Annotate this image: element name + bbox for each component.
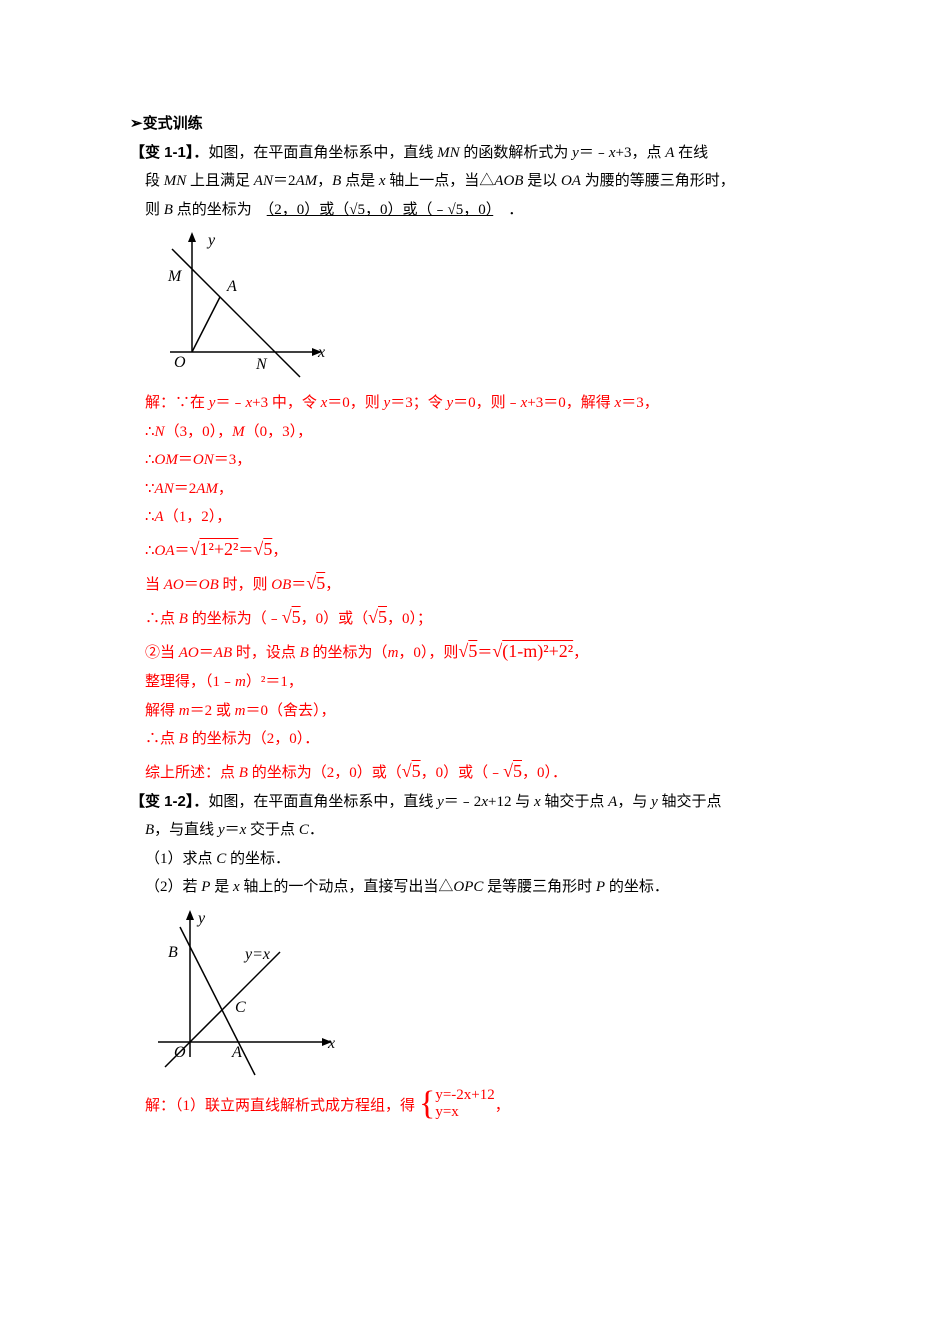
label2-x: x xyxy=(327,1035,335,1052)
problem2-line2: B，与直线 y＝x 交于点 C． xyxy=(130,816,820,845)
problem1-line2: 段 MN 上且满足 AN＝2AM，B 点是 x 轴上一点，当△AOB 是以 OA… xyxy=(130,167,820,196)
system-eqs: y=-2x+12 y=x xyxy=(435,1087,494,1121)
brace-glyph: { xyxy=(419,1087,435,1121)
system-bot: y=x xyxy=(435,1104,494,1121)
label2-C: C xyxy=(235,999,246,1016)
problem1-label: 【变 1-1】． xyxy=(130,144,208,161)
sol1-l2: ∴N（3，0），M（0，3）， xyxy=(130,418,820,447)
header-text: 变式训练 xyxy=(143,116,203,132)
sol1-l10: 整理得，（1﹣m）²＝1， xyxy=(130,668,820,697)
label-N: N xyxy=(255,356,268,373)
p1-l1-text: 如图，在平面直角坐标系中，直线 MN 的函数解析式为 y＝﹣x+3，点 A 在线 xyxy=(208,145,708,161)
label-y: y xyxy=(206,232,216,249)
sol2-l1-suffix: ， xyxy=(495,1092,510,1121)
problem2-q2: （2）若 P 是 x 轴上的一个动点，直接写出当△OPC 是等腰三角形时 P 的… xyxy=(130,873,820,902)
sol1-l5: ∴A（1，2）， xyxy=(130,503,820,532)
problem2-q1: （1）求点 C 的坐标． xyxy=(130,845,820,874)
problem2-diagram: y B y=x C O A x xyxy=(150,907,345,1077)
problem1-line3: 则 B 点的坐标为 （2，0）或（√5，0）或（﹣√5，0） ． xyxy=(130,196,820,225)
sol1-l8: ∴点 B 的坐标为（﹣√5，0）或（√5，0）； xyxy=(130,600,820,634)
sol1-l7: 当 AO＝OB 时，则 OB＝√5， xyxy=(130,566,820,600)
label2-B: B xyxy=(168,944,178,961)
sol1-l13: 综上所述：点 B 的坐标为（2，0）或（√5，0）或（﹣√5，0）． xyxy=(130,754,820,788)
label2-A: A xyxy=(231,1044,242,1061)
section-header: ➢变式训练 xyxy=(130,110,820,139)
sol1-l12: ∴点 B 的坐标为（2，0）． xyxy=(130,725,820,754)
sol1-l6: ∴OA＝√1²+2²＝√5， xyxy=(130,532,820,566)
label2-O: O xyxy=(174,1044,186,1061)
sol2-l1: 解：（1）联立两直线解析式成方程组，得 { y=-2x+12 y=x ， xyxy=(130,1087,820,1121)
sol1-l1: 解：∵在 y＝﹣x+3 中，令 x＝0，则 y＝3；令 y＝0，则﹣x+3＝0，… xyxy=(130,389,820,418)
p1-answer: （2，0）或（√5，0）或（﹣√5，0） xyxy=(267,202,494,218)
label-x: x xyxy=(317,344,325,361)
sol1-l3: ∴OM＝ON＝3， xyxy=(130,446,820,475)
sol1-l11: 解得 m＝2 或 m＝0（舍去）， xyxy=(130,697,820,726)
sol1-l9: ②当 AO＝AB 时，设点 B 的坐标为（m，0），则√5＝√(1-m)²+2²… xyxy=(130,634,820,668)
problem2-line1: 【变 1-2】．如图，在平面直角坐标系中，直线 y＝﹣2x+12 与 x 轴交于… xyxy=(130,788,820,817)
sol1-l4: ∵AN＝2AM， xyxy=(130,475,820,504)
p2-l1-text: 如图，在平面直角坐标系中，直线 y＝﹣2x+12 与 x 轴交于点 A，与 y … xyxy=(208,794,721,810)
problem2-label: 【变 1-2】． xyxy=(130,793,208,810)
problem1-line1: 【变 1-1】．如图，在平面直角坐标系中，直线 MN 的函数解析式为 y＝﹣x+… xyxy=(130,139,820,168)
system-brace: { y=-2x+12 y=x xyxy=(419,1087,495,1121)
label2-y: y xyxy=(196,910,206,927)
bullet-arrow: ➢ xyxy=(130,116,143,132)
label2-yeqx: y=x xyxy=(243,946,270,963)
label-M: M xyxy=(167,268,183,285)
label-O: O xyxy=(174,354,186,371)
system-top: y=-2x+12 xyxy=(435,1087,494,1104)
sol2-l1-prefix: 解：（1）联立两直线解析式成方程组，得 xyxy=(145,1092,415,1121)
p1-l3-prefix: 则 B 点的坐标为 xyxy=(145,202,267,218)
label-A: A xyxy=(226,278,237,295)
problem1-diagram: y M A O N x xyxy=(150,229,335,379)
p1-l3-suffix: ． xyxy=(493,202,523,218)
